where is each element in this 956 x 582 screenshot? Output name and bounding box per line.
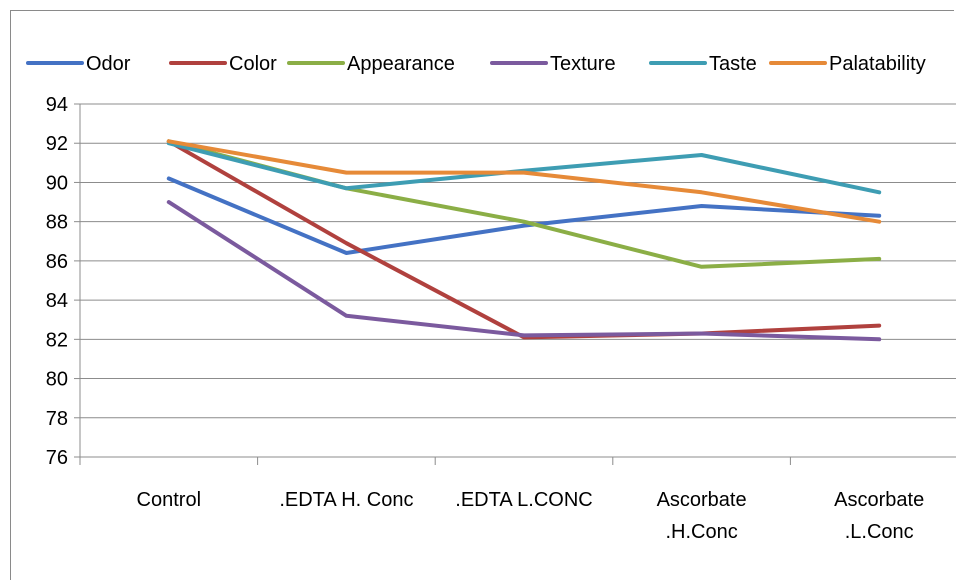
axes <box>79 104 956 465</box>
legend-label-color: Color <box>229 53 277 75</box>
x-category-label: Control <box>137 489 201 511</box>
chart-frame <box>10 10 954 580</box>
y-tick-label: 78 <box>46 408 68 430</box>
y-tick-label: 84 <box>46 290 68 312</box>
legend-label-taste: Taste <box>709 53 757 75</box>
x-category-label: Ascorbate <box>834 489 924 511</box>
x-category-label: .EDTA H. Conc <box>279 489 413 511</box>
y-tick-label: 86 <box>46 251 68 273</box>
legend-label-appearance: Appearance <box>347 53 455 75</box>
series-line-palatability <box>166 139 882 224</box>
legend: Odor Color Appearance Texture Taste Palatabil… <box>26 53 926 75</box>
x-category-label: Ascorbate <box>657 489 747 511</box>
y-tick-label: 94 <box>46 94 68 116</box>
legend-label-texture: Texture <box>550 53 616 75</box>
series-line-color <box>166 139 882 340</box>
y-tick-label: 92 <box>46 133 68 155</box>
y-tick-label: 90 <box>46 172 68 194</box>
y-tick-label: 80 <box>46 369 68 391</box>
x-category-label: .EDTA L.CONC <box>455 489 592 511</box>
y-axis-ticks: 76 78 80 82 84 86 88 90 92 94 <box>46 94 80 469</box>
gridlines <box>80 103 956 458</box>
series-line-odor <box>166 176 882 255</box>
y-tick-label: 76 <box>46 447 68 469</box>
legend-label-palatability: Palatability <box>829 53 926 75</box>
x-category-label: .H.Conc <box>665 521 737 543</box>
y-tick-label: 88 <box>46 212 68 234</box>
series-lines <box>166 139 882 342</box>
y-tick-label: 82 <box>46 329 68 351</box>
series-line-texture <box>166 200 882 342</box>
x-axis-categories: Control .EDTA H. Conc .EDTA L.CONC Ascorbat… <box>137 489 925 543</box>
legend-label-odor: Odor <box>86 53 131 75</box>
x-category-label: .L.Conc <box>845 521 914 543</box>
